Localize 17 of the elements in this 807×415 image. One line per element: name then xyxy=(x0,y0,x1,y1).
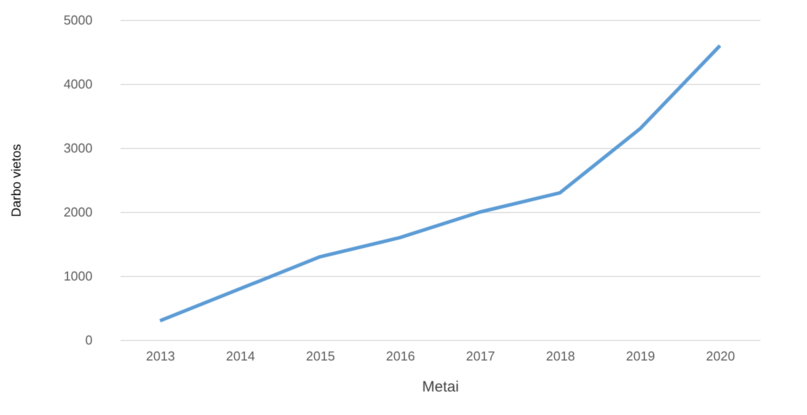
x-tick-label: 2015 xyxy=(306,348,335,364)
x-tick-label: 2014 xyxy=(226,348,255,364)
x-tick-label: 2017 xyxy=(466,348,495,364)
y-tick-label: 2000 xyxy=(64,204,92,220)
y-tick-label: 4000 xyxy=(64,76,92,92)
x-tick-label: 2019 xyxy=(626,348,655,364)
x-tick-label: 2013 xyxy=(146,348,175,364)
y-tick-label: 0 xyxy=(85,332,92,348)
line-series xyxy=(158,44,722,323)
y-tick-label: 3000 xyxy=(64,140,92,156)
x-axis-title: Metai xyxy=(422,378,459,396)
x-tick-label: 2018 xyxy=(546,348,575,364)
y-axis-title: Darbo vietos xyxy=(8,144,24,217)
x-tick-label: 2016 xyxy=(386,348,415,364)
y-tick-label: 1000 xyxy=(64,268,92,284)
x-tick-label: 2020 xyxy=(706,348,735,364)
y-tick-label: 5000 xyxy=(64,12,92,28)
